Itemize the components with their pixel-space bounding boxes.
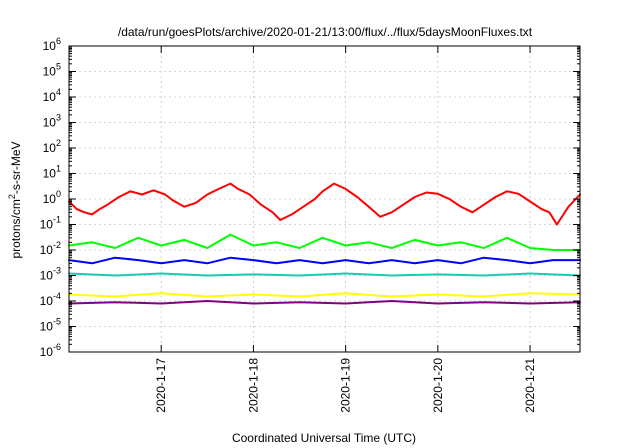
series-line [68,300,581,305]
x-tick-label: 2020-1-21 [523,358,537,413]
x-tick-labels: 2020-1-17 2020-1-18 2020-1-19 2020-1-20 2020… [154,358,537,413]
y-tick-label: 106 [43,36,61,53]
x-axis-title: Coordinated Universal Time (UTC) [232,431,416,445]
y-tick-label: 10-2 [40,240,61,257]
y-tick-label: 10-5 [40,317,61,334]
y-tick-label: 10-3 [40,266,61,283]
y-tick-label: 104 [43,87,61,104]
y-tick-label: 103 [43,113,61,130]
y-tick-label: 100 [43,189,61,206]
y-tick-label: 101 [43,164,61,181]
y-tick-label: 10-4 [40,291,61,308]
series-line [68,256,581,265]
series-layer [68,182,581,305]
tick-marks [69,45,580,353]
series-line [68,233,581,251]
series-line [68,292,581,298]
y-tick-labels: 10-6 10-5 10-4 10-3 10-2 10-1 100 101 102 103 104 1… [40,36,61,359]
x-tick-label: 2020-1-20 [431,358,445,413]
series-line [68,272,581,277]
grid [69,46,580,352]
y-tick-label: 105 [43,62,61,79]
y-tick-label: 10-6 [40,342,61,359]
x-tick-label: 2020-1-18 [246,358,260,413]
x-tick-label: 2020-1-19 [339,358,353,413]
y-tick-label: 10-1 [40,215,61,232]
chart-title: /data/run/goesPlots/archive/2020-01-21/1… [118,25,533,39]
series-line [68,182,581,226]
x-tick-label: 2020-1-17 [154,358,168,413]
y-tick-label: 102 [43,138,61,155]
y-axis-title: protons/cm2-s-sr-MeV [7,141,23,258]
